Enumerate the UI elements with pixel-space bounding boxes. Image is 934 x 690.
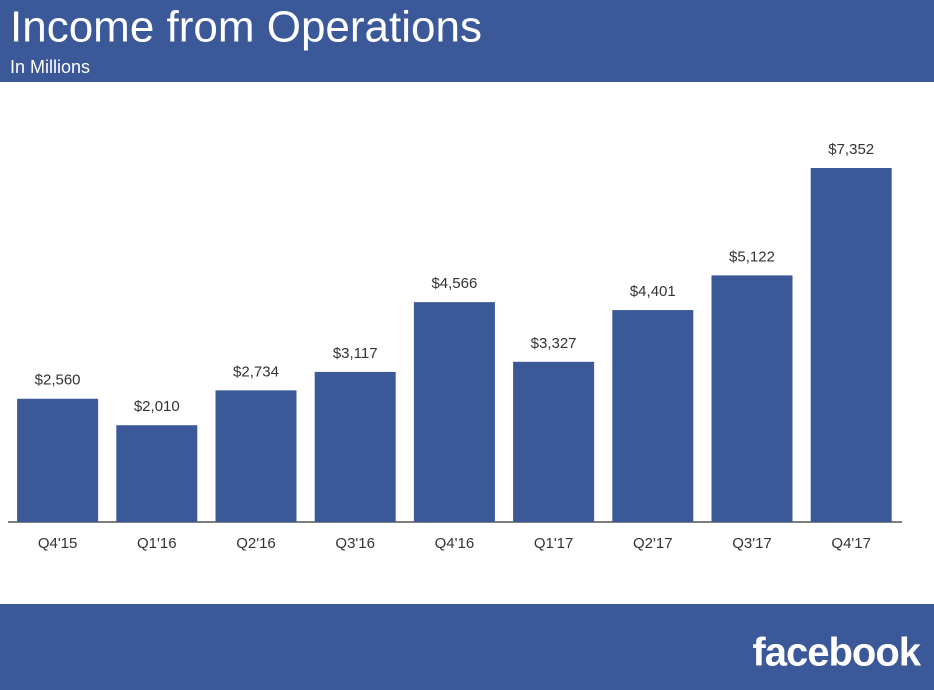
value-label: $5,122: [729, 248, 775, 265]
footer-band: [0, 604, 934, 690]
bar: [810, 168, 892, 522]
x-tick-label: Q4'16: [435, 535, 475, 552]
bar: [413, 302, 495, 522]
x-tick-label: Q4'15: [38, 535, 78, 552]
x-tick-label: Q2'16: [236, 535, 276, 552]
value-label: $3,117: [333, 345, 378, 362]
value-label: $2,010: [134, 398, 180, 415]
x-tick-label: Q1'16: [137, 535, 177, 552]
bar: [116, 425, 198, 522]
chart-title: Income from Operations: [10, 3, 482, 52]
bar: [513, 361, 595, 522]
bar: [314, 371, 396, 522]
bar: [711, 275, 793, 522]
x-tick-label: Q2'17: [633, 535, 673, 552]
x-tick-label: Q3'16: [335, 535, 375, 552]
value-label: $4,566: [431, 275, 477, 292]
x-tick-label: Q3'17: [732, 535, 772, 552]
logo: facebook: [752, 631, 921, 675]
x-tick-label: Q1'17: [534, 535, 574, 552]
x-tick-label: Q4'17: [831, 535, 871, 552]
value-label: $3,327: [531, 335, 577, 352]
bar: [17, 398, 99, 522]
header-band: [0, 0, 934, 82]
bar: [215, 390, 297, 522]
chart-subtitle: In Millions: [10, 57, 90, 77]
value-label: $4,401: [630, 283, 676, 300]
value-label: $2,734: [233, 363, 279, 380]
value-label: $7,352: [828, 141, 874, 158]
value-label: $2,560: [35, 372, 81, 389]
bar: [612, 310, 694, 522]
